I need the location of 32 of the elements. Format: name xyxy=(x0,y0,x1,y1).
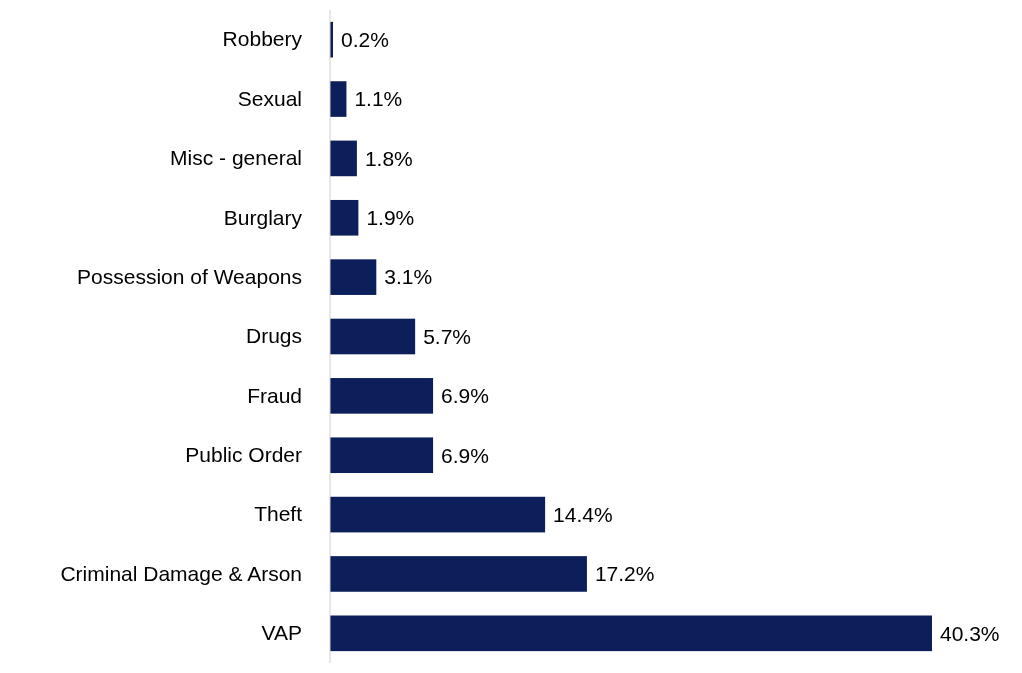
data-label: 14.4% xyxy=(553,502,613,526)
y-tick-label: Possession of Weapons xyxy=(77,264,302,288)
data-label: 1.8% xyxy=(364,146,413,170)
y-tick-label: Drugs xyxy=(245,324,302,348)
y-tick-label: Robbery xyxy=(222,27,303,51)
y-tick-label: Burglary xyxy=(223,205,303,229)
data-label: 3.1% xyxy=(384,265,433,289)
y-tick-label: Theft xyxy=(254,502,303,526)
data-label: 1.9% xyxy=(366,206,415,230)
data-label: 6.9% xyxy=(441,443,489,467)
y-tick-label: VAP xyxy=(261,621,302,645)
bar xyxy=(330,437,434,474)
data-label: 17.2% xyxy=(594,562,655,586)
data-label: 5.7% xyxy=(423,324,472,348)
y-tick-label: Criminal Damage & Arson xyxy=(60,561,302,585)
bar xyxy=(330,615,932,652)
data-label: 40.3% xyxy=(940,621,1000,645)
bar xyxy=(330,199,359,236)
bar xyxy=(330,496,546,533)
data-label: 0.2% xyxy=(340,28,389,52)
y-tick-label: Sexual xyxy=(237,86,302,110)
data-label: 6.9% xyxy=(441,384,489,408)
bar xyxy=(330,318,416,355)
bar xyxy=(330,556,587,592)
bar xyxy=(330,259,377,295)
y-tick-label: Misc - general xyxy=(170,146,302,170)
data-label: 1.1% xyxy=(354,87,403,111)
bar xyxy=(330,81,347,117)
bar xyxy=(330,378,434,414)
y-tick-label: Fraud xyxy=(247,383,302,407)
y-tick-label: Public Order xyxy=(185,442,302,466)
bar xyxy=(330,140,357,177)
